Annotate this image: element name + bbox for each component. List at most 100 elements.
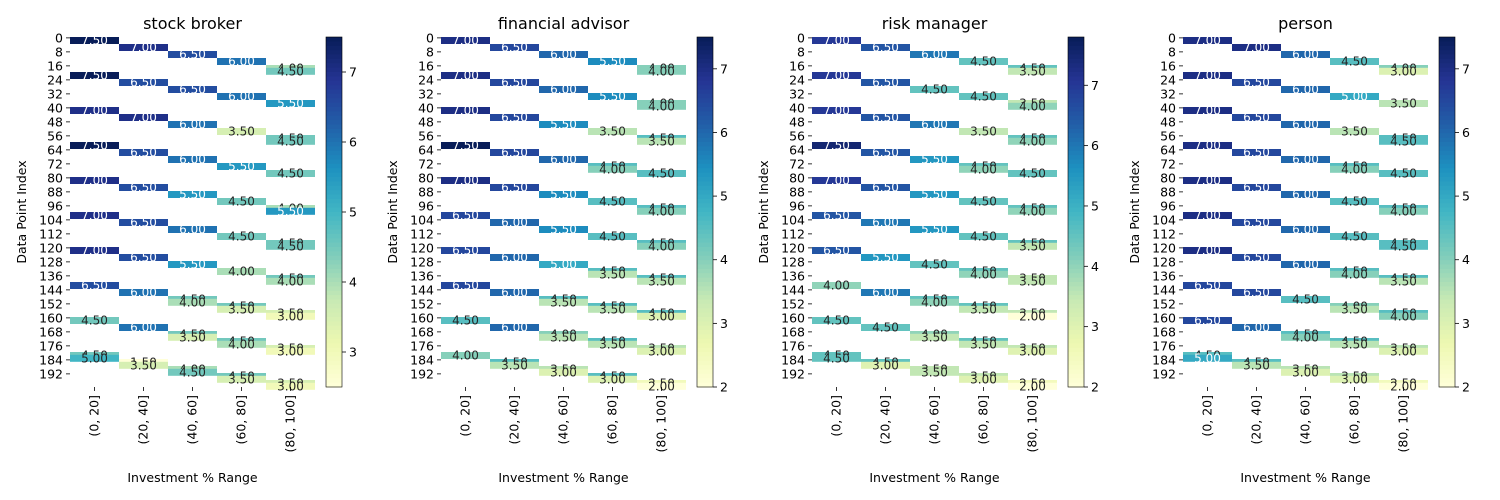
colorbar-segment [326, 260, 342, 266]
cell-value-label: 3.00 [599, 372, 626, 386]
colorbar-segment [1068, 190, 1084, 196]
colorbar-segment [326, 128, 342, 134]
cell-value-label: 4.50 [277, 64, 304, 78]
colorbar-segment [697, 233, 713, 239]
heatmap-cell [812, 212, 861, 219]
colorbar-segment [697, 255, 713, 261]
colorbar-tick-label: 4 [720, 252, 728, 267]
colorbar-segment [326, 155, 342, 161]
colorbar-frame [1438, 36, 1456, 388]
colorbar-segment [1439, 286, 1455, 292]
colorbar-segment [697, 155, 713, 161]
heatmap-panel-1: financial advisor 7.00 6.50 6.00 5.50 4.00 4.0… [385, 14, 728, 485]
colorbar-segment [326, 295, 342, 301]
y-tick-label: 16 [789, 58, 805, 73]
colorbar-segment [697, 295, 713, 301]
colorbar-segment [326, 216, 342, 222]
cell-value-label: 5.50 [277, 204, 304, 218]
heatmap-cell [119, 361, 168, 369]
heatmap-cell [441, 352, 490, 359]
heatmap-cell [441, 72, 490, 79]
chart-title: financial advisor [498, 14, 630, 33]
cell-value-label: 4.50 [970, 55, 997, 69]
cell-value-label: 3.50 [1019, 64, 1046, 78]
cell-value-label: 3.50 [599, 302, 626, 316]
colorbar-segment [697, 330, 713, 336]
cell-value-label: 6.00 [550, 83, 577, 97]
cell-value-label: 7.00 [452, 69, 479, 83]
heatmap-cell [441, 282, 490, 289]
cell-value-label: 6.00 [501, 321, 528, 335]
cell-value-label: 4.50 [648, 167, 675, 181]
colorbar-segment [1439, 133, 1455, 139]
y-tick-label: 0 [426, 30, 434, 45]
colorbar-segment [697, 343, 713, 349]
heatmap-cell [1232, 324, 1281, 331]
colorbar-segment [1439, 338, 1455, 344]
colorbar-tick-label: 7 [720, 61, 728, 76]
colorbar-segment [1068, 120, 1084, 126]
colorbar-segment [697, 111, 713, 117]
heatmap-cell [1232, 114, 1281, 121]
y-tick-label: 64 [47, 142, 63, 157]
colorbar-segment [697, 360, 713, 366]
colorbar-segment [326, 194, 342, 200]
colorbar-segment [1439, 343, 1455, 349]
colorbar-segment [1068, 264, 1084, 270]
colorbar-segment [1439, 295, 1455, 301]
heatmap-cell [168, 191, 217, 198]
cell-value-label: 6.00 [921, 118, 948, 132]
colorbar-segment [1439, 312, 1455, 318]
colorbar-segment [1068, 365, 1084, 371]
colorbar-segment [1068, 356, 1084, 362]
heatmap-cell [266, 170, 315, 177]
heatmap-cell [168, 51, 217, 58]
y-tick-label: 88 [789, 184, 805, 199]
cell-value-label: 4.50 [921, 83, 948, 97]
colorbar-segment [326, 255, 342, 261]
colorbar-segment [697, 303, 713, 309]
colorbar-segment [326, 343, 342, 349]
colorbar-segment [1068, 308, 1084, 314]
cell-value-label: 6.00 [921, 48, 948, 62]
heatmap-cell [168, 368, 217, 376]
y-tick-label: 16 [47, 58, 63, 73]
y-axis-label: Data Point Index [756, 160, 771, 263]
colorbar-segment [326, 220, 342, 226]
cell-value-label: 5.00 [1341, 90, 1368, 104]
cell-value-label: 7.00 [452, 104, 479, 118]
colorbar: 2 3 4 5 6 7 [1438, 36, 1470, 395]
heatmap-cell [168, 298, 217, 306]
colorbar-segment [1439, 124, 1455, 130]
cell-value-label: 6.00 [1292, 118, 1319, 132]
colorbar-segment [1068, 242, 1084, 248]
heatmap-cell [266, 137, 315, 145]
cell-value-label: 3.50 [1390, 97, 1417, 111]
cell-value-label: 7.00 [1194, 209, 1221, 223]
colorbar-segment [1439, 233, 1455, 239]
colorbar-segment [697, 190, 713, 196]
y-tick-label: 8 [426, 44, 434, 59]
x-tick-label: (0, 20] [458, 395, 473, 437]
colorbar-segment [697, 115, 713, 121]
heatmap-cell [266, 312, 315, 320]
colorbar-segment [326, 159, 342, 165]
heatmap-cell [1281, 333, 1330, 341]
cell-value-label: 6.00 [1292, 188, 1319, 202]
cell-value-label: 7.00 [1194, 174, 1221, 188]
heatmap-cell [1379, 207, 1428, 215]
cell-value-label: 4.00 [823, 279, 850, 293]
cell-value-label: 4.00 [277, 274, 304, 288]
colorbar-segment [1439, 37, 1455, 42]
colorbar-segment [1439, 115, 1455, 121]
cell-value-label: 6.00 [1292, 258, 1319, 272]
heatmap-cell [490, 184, 539, 191]
colorbar-segment [1068, 352, 1084, 357]
heatmap-cell [490, 149, 539, 156]
colorbar-segment [1439, 198, 1455, 204]
cell-value-label: 4.00 [1341, 267, 1368, 281]
colorbar-segment [1068, 233, 1084, 239]
cell-value-label: 3.50 [648, 274, 675, 288]
heatmap-cell [1379, 312, 1428, 320]
colorbar-segment [1439, 93, 1455, 99]
